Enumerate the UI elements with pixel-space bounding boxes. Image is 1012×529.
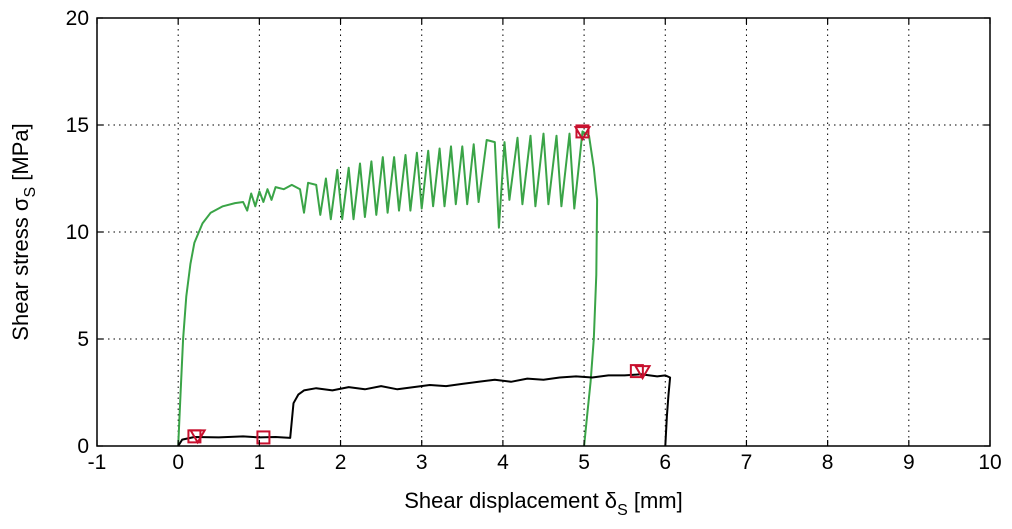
x-tick-label: 8 <box>822 451 834 474</box>
x-tick-label: 0 <box>172 451 184 474</box>
y-tick-label: 15 <box>66 114 89 137</box>
x-tick-label: 9 <box>903 451 915 474</box>
y-tick-label: 20 <box>66 7 89 30</box>
x-tick-label: 4 <box>497 451 509 474</box>
x-tick-label: 10 <box>978 451 1001 474</box>
x-axis-label-sub: S <box>617 502 628 519</box>
y-axis-label-unit: [MPa] <box>8 123 33 187</box>
x-tick-label: 3 <box>416 451 428 474</box>
x-tick-label: 1 <box>254 451 266 474</box>
grid <box>97 18 990 446</box>
y-tick-label: 5 <box>77 328 89 351</box>
series-line-1 <box>177 130 599 447</box>
series-layer <box>177 130 672 447</box>
x-tick-label: 5 <box>578 451 590 474</box>
y-axis-label-sub: S <box>22 187 39 198</box>
x-tick-label: 7 <box>741 451 753 474</box>
x-axis-label-main: Shear displacement δ <box>404 488 617 513</box>
y-tick-label: 0 <box>77 435 89 458</box>
triangle-marker <box>573 126 592 142</box>
x-tick-label: 2 <box>335 451 347 474</box>
triangle-marker <box>188 429 207 445</box>
square-marker <box>629 364 644 379</box>
square-marker <box>256 430 271 445</box>
series-line-2 <box>177 373 672 447</box>
x-axis-label: Shear displacement δS [mm] <box>404 488 682 519</box>
triangle-marker <box>633 365 652 381</box>
marker-layer <box>187 124 652 445</box>
x-tick-label: 6 <box>659 451 671 474</box>
y-tick-label: 10 <box>66 221 89 244</box>
x-tick-label: -1 <box>88 451 107 474</box>
y-axis-label-main: Shear stress σ <box>8 197 33 341</box>
x-axis-label-unit: [mm] <box>628 488 683 513</box>
y-axis-label: Shear stress σS [MPa] <box>8 123 39 340</box>
